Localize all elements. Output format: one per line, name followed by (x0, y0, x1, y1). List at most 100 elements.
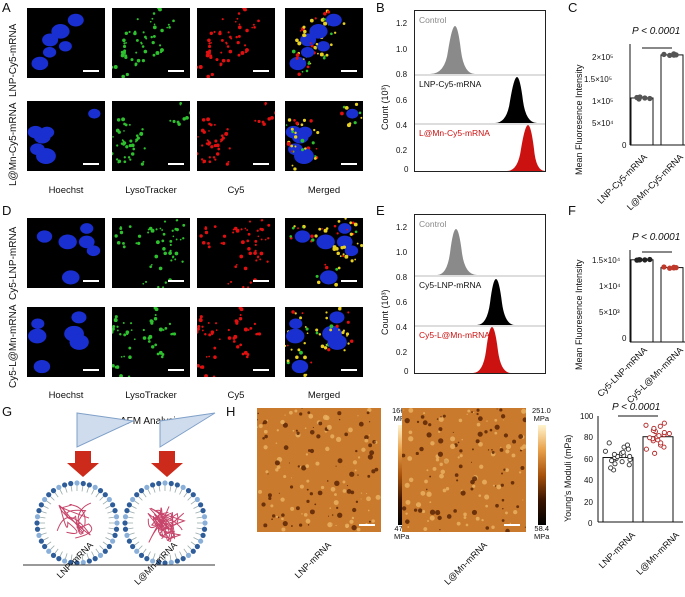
bar (661, 268, 683, 342)
colorbar (538, 425, 546, 525)
column-label: LysoTracker (112, 185, 190, 196)
data-point (653, 451, 657, 455)
data-point (672, 53, 676, 57)
data-point (643, 258, 647, 262)
scale-bar (83, 369, 99, 371)
micro-image-lysotracker (112, 218, 190, 288)
significance-label: P < 0.0001 (632, 232, 680, 243)
lane-label: Cy5-LNP-mRNA (419, 280, 481, 290)
micro-image-cy5 (197, 307, 275, 377)
micro-image-lysotracker (112, 307, 190, 377)
y-tick: 0 (622, 334, 626, 343)
data-point (638, 95, 642, 99)
data-point (644, 423, 648, 427)
category-label: LNP-mRNA (588, 530, 637, 579)
scale-bar (253, 369, 269, 371)
data-point (644, 447, 648, 451)
afm-label: L@Mn-mRNA (433, 540, 490, 597)
bar (631, 260, 653, 342)
data-point (621, 450, 625, 454)
y-tick: 5×10⁴ (592, 119, 613, 128)
afm-label: LNP-mRNA (284, 540, 333, 589)
data-point (625, 443, 629, 447)
row-label: L@Mn-Cy5-mRNA (8, 103, 19, 187)
scale-bar (253, 280, 269, 282)
y-tick: 1.2 (396, 223, 407, 232)
y-tick: 0.2 (396, 146, 407, 155)
y-tick: 0 (404, 367, 408, 376)
column-label: Hoechst (27, 185, 105, 196)
y-tick: 2×10⁵ (592, 53, 613, 62)
data-point (662, 265, 666, 269)
y-tick: 0.4 (396, 121, 407, 130)
bar-plot-h (596, 412, 685, 528)
micro-image-merged (285, 218, 363, 288)
data-point (652, 426, 656, 430)
y-tick: 0.2 (396, 348, 407, 357)
colorbar-unit: MPa (394, 532, 409, 541)
scale-bar (341, 280, 357, 282)
data-point (638, 258, 642, 262)
colorbar-unit: MPa (534, 414, 549, 423)
lane-label: LNP-Cy5-mRNA (419, 79, 481, 89)
y-tick: 1.2 (396, 19, 407, 28)
panel-label-b: B (376, 0, 385, 15)
y-axis-label: Young's Moduli (mPa) (563, 435, 573, 522)
lane-label-control: Control (419, 15, 446, 25)
scale-bar (83, 280, 99, 282)
panel-label-e: E (376, 203, 385, 218)
panel-label-a: A (2, 0, 11, 15)
scale-bar (341, 369, 357, 371)
scale-bar (341, 163, 357, 165)
micro-image-lysotracker (112, 8, 190, 78)
data-point (662, 421, 666, 425)
scale-bar (168, 280, 184, 282)
column-label: Merged (285, 185, 363, 196)
data-point (648, 257, 652, 261)
column-label: Cy5 (197, 185, 275, 196)
afm-schematic (15, 405, 220, 570)
data-point (648, 96, 652, 100)
y-tick: 20 (584, 498, 593, 507)
y-tick: 40 (584, 476, 593, 485)
scale-bar (253, 70, 269, 72)
scale-bar (83, 163, 99, 165)
micro-image-hoechst (27, 8, 105, 78)
y-tick: 100 (580, 412, 593, 421)
column-label: Cy5 (197, 390, 275, 401)
y-tick: 60 (584, 455, 593, 464)
afm-map-lmn (402, 408, 526, 532)
panel-label-g: G (2, 404, 12, 419)
y-tick: 1.0 (396, 45, 407, 54)
scale-bar (168, 369, 184, 371)
colorbar-unit: MPa (534, 532, 549, 541)
micro-image-merged (285, 101, 363, 171)
bar (631, 98, 653, 145)
significance-label: P < 0.0001 (632, 26, 680, 37)
micro-image-lysotracker (112, 101, 190, 171)
data-point (627, 463, 631, 467)
y-tick: 1.0 (396, 248, 407, 257)
panel-label-f: F (568, 203, 576, 218)
y-axis-label: Mean Fluoresence Intensity (574, 259, 584, 370)
data-point (662, 52, 666, 56)
category-label: L@Mn-Cy5-mRNA (607, 152, 685, 230)
y-tick: 0.4 (396, 323, 407, 332)
panel-label-d: D (2, 203, 11, 218)
data-point (657, 434, 661, 438)
y-tick: 0 (404, 165, 408, 174)
lane-label-control: Control (419, 219, 446, 229)
y-axis-label: Mean Fluoresence Intensity (574, 64, 584, 175)
scale-bar (341, 70, 357, 72)
y-tick: 1.5×10⁴ (592, 256, 620, 265)
micro-image-hoechst (27, 218, 105, 288)
data-point (607, 441, 611, 445)
row-label: Cy5-LNP-mRNA (8, 227, 19, 300)
bar-plot-f (628, 246, 685, 348)
panel-label-h: H (226, 404, 235, 419)
scale-bar (504, 524, 520, 526)
bar-plot-c (628, 40, 685, 155)
y-tick: 1×10⁴ (599, 282, 620, 291)
lane-label: L@Mn-Cy5-mRNA (419, 128, 490, 138)
scale-bar (253, 163, 269, 165)
